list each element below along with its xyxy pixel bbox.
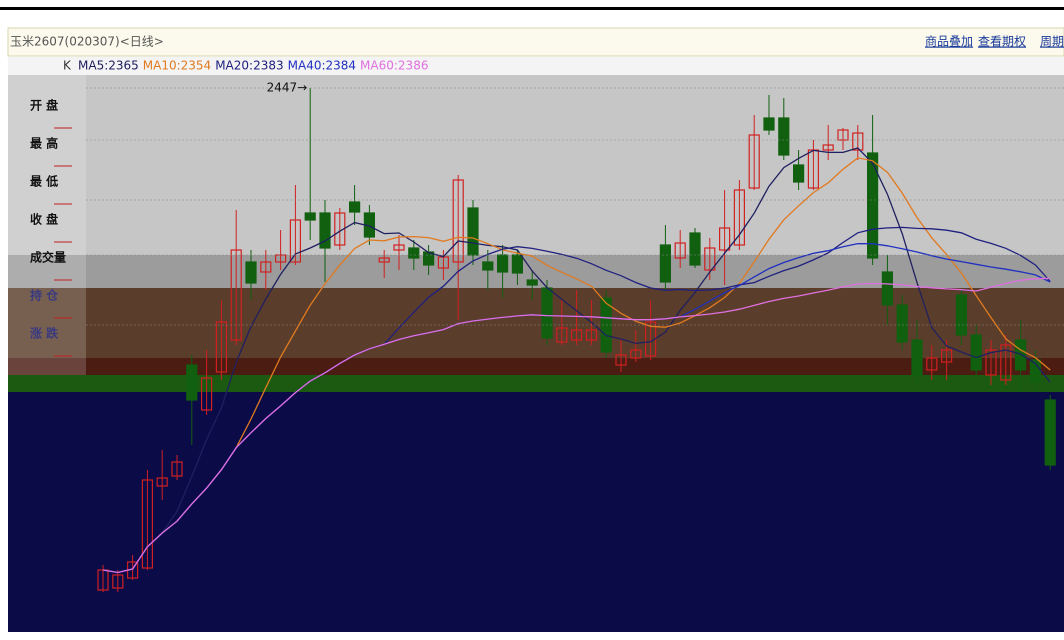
candle-body bbox=[230, 249, 242, 341]
candle-body bbox=[497, 254, 509, 273]
candle-body bbox=[511, 254, 524, 274]
candle-body bbox=[926, 357, 938, 371]
candle-body bbox=[452, 179, 464, 263]
candle-body bbox=[482, 261, 494, 271]
candle-body bbox=[156, 477, 168, 487]
band bbox=[8, 75, 1064, 255]
candle-body bbox=[704, 247, 716, 271]
side-label: 涨 跌 bbox=[30, 326, 59, 341]
candle-body bbox=[970, 334, 982, 371]
candle-body bbox=[467, 207, 479, 256]
candle-body bbox=[630, 349, 642, 359]
side-panel bbox=[8, 75, 86, 375]
band bbox=[8, 375, 1064, 392]
candle-body bbox=[985, 349, 997, 376]
side-label: 开 盘 bbox=[30, 98, 58, 113]
legend-item: MA20:2383 bbox=[215, 59, 283, 73]
side-label: 成交量 bbox=[30, 250, 66, 265]
legend-item: MA5:2365 bbox=[78, 59, 139, 73]
header bbox=[7, 27, 1064, 57]
side-label: 最 低 bbox=[30, 174, 58, 189]
candle-body bbox=[112, 574, 124, 589]
candle-body bbox=[393, 244, 405, 251]
candle-body bbox=[792, 164, 805, 183]
candle-body bbox=[171, 461, 183, 477]
high-marker: 2447→ bbox=[267, 81, 308, 95]
candle-body bbox=[304, 212, 316, 221]
side-label: 收 盘 bbox=[30, 212, 58, 227]
candle-body bbox=[585, 329, 598, 341]
candle-body bbox=[275, 254, 287, 263]
band bbox=[8, 358, 1064, 375]
top-bar bbox=[0, 7, 1064, 10]
candle-body bbox=[215, 321, 227, 373]
candle-body bbox=[556, 327, 568, 343]
legend-item: MA10:2354 bbox=[143, 59, 211, 73]
legend-item: MA40:2384 bbox=[288, 59, 356, 73]
candle-body bbox=[733, 189, 746, 246]
candle-body bbox=[349, 201, 361, 213]
legend-bar bbox=[8, 57, 1064, 75]
ma-line bbox=[102, 277, 1051, 574]
ma-line bbox=[102, 157, 1051, 574]
candle-body bbox=[186, 364, 198, 401]
ma-line bbox=[102, 147, 1051, 574]
candle-body bbox=[1044, 399, 1056, 466]
candle-body bbox=[319, 212, 331, 249]
candle-body bbox=[541, 287, 553, 339]
candle-body bbox=[955, 294, 968, 336]
candle-body bbox=[141, 479, 153, 569]
candle-body bbox=[822, 144, 834, 151]
candle-body bbox=[674, 242, 686, 259]
candle-body bbox=[615, 354, 627, 366]
band bbox=[8, 392, 1064, 632]
candle-body bbox=[940, 349, 953, 363]
candle-body bbox=[852, 132, 864, 151]
candle-body bbox=[245, 261, 257, 284]
header-link[interactable]: 商品叠加 bbox=[925, 34, 973, 49]
side-label: 持 仓 bbox=[30, 288, 59, 303]
candle-body bbox=[881, 271, 894, 306]
header-link[interactable]: 查看期权 bbox=[978, 35, 1026, 49]
candle-body bbox=[1000, 344, 1012, 381]
candle-body bbox=[763, 117, 775, 131]
candle-body bbox=[911, 339, 923, 376]
candle-body bbox=[289, 219, 301, 263]
side-label: 最 高 bbox=[30, 136, 58, 151]
candle-body bbox=[866, 152, 879, 259]
candle-body bbox=[408, 247, 420, 259]
candle-body bbox=[748, 134, 760, 189]
candle-body bbox=[718, 227, 731, 251]
candle-body bbox=[201, 377, 213, 411]
legend-k: K bbox=[63, 59, 72, 73]
candle-body bbox=[378, 257, 390, 263]
header-link[interactable]: 周期 bbox=[1040, 35, 1064, 49]
candle-body bbox=[659, 244, 672, 283]
candle-body bbox=[1014, 339, 1027, 371]
candle-body bbox=[570, 329, 583, 341]
candle-body bbox=[1029, 359, 1042, 383]
legend-item: MA60:2386 bbox=[360, 59, 428, 73]
candle-body bbox=[526, 279, 538, 286]
candle-body bbox=[778, 117, 790, 156]
candle-body bbox=[896, 304, 908, 343]
title: 玉米2607(020307)<日线> bbox=[10, 35, 164, 49]
candle-body bbox=[260, 261, 272, 273]
candle-body bbox=[689, 232, 701, 266]
